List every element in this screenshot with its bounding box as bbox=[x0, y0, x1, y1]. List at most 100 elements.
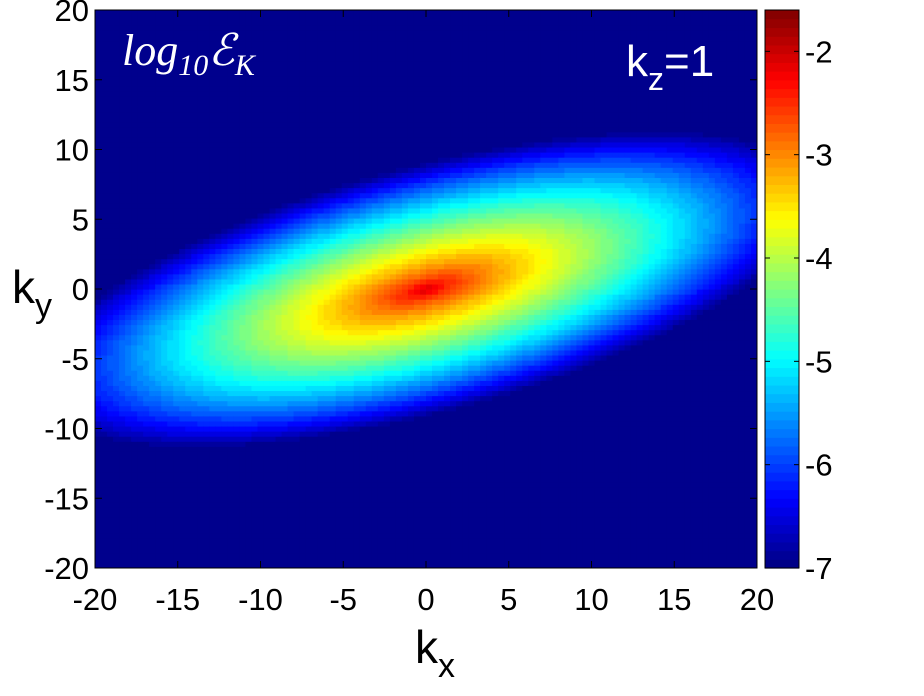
heatmap-cell bbox=[191, 496, 198, 503]
heatmap-cell bbox=[173, 486, 180, 493]
heatmap-cell bbox=[269, 542, 277, 549]
heatmap-cell bbox=[203, 146, 210, 153]
heatmap-cell bbox=[167, 461, 174, 468]
heatmap-cell bbox=[317, 410, 325, 417]
heatmap-cell bbox=[119, 370, 126, 376]
heatmap-cell bbox=[131, 207, 138, 214]
heatmap-cell bbox=[149, 380, 156, 386]
heatmap-cell bbox=[179, 60, 186, 67]
heatmap-cell bbox=[317, 223, 325, 229]
heatmap-cell bbox=[323, 425, 331, 432]
heatmap-cell bbox=[287, 162, 295, 168]
heatmap-cell bbox=[215, 70, 222, 77]
heatmap-cell bbox=[335, 223, 343, 229]
heatmap-cell bbox=[221, 486, 228, 493]
heatmap-cell bbox=[101, 380, 108, 386]
heatmap-cell bbox=[185, 258, 192, 265]
heatmap-cell bbox=[179, 157, 186, 163]
heatmap-cell bbox=[107, 431, 114, 437]
heatmap-cell bbox=[311, 152, 319, 158]
heatmap-cell bbox=[215, 562, 222, 568]
heatmap-cell bbox=[293, 20, 301, 26]
heatmap-cell bbox=[287, 35, 295, 42]
heatmap-cell bbox=[131, 344, 138, 351]
heatmap-cell bbox=[209, 456, 216, 463]
heatmap-cell bbox=[257, 141, 265, 148]
heatmap-cell bbox=[239, 425, 247, 432]
heatmap-cell bbox=[101, 187, 108, 194]
heatmap-cell bbox=[293, 228, 301, 234]
heatmap-cell bbox=[191, 60, 198, 67]
heatmap-cell bbox=[119, 187, 126, 194]
heatmap-cell bbox=[311, 329, 319, 336]
heatmap-cell bbox=[323, 344, 331, 351]
heatmap-cell bbox=[359, 532, 367, 539]
heatmap-cell bbox=[95, 395, 102, 402]
heatmap-cell bbox=[233, 461, 241, 468]
heatmap-cell bbox=[281, 425, 289, 432]
heatmap-cell bbox=[233, 496, 241, 503]
heatmap-cell bbox=[143, 111, 150, 118]
heatmap-cell bbox=[275, 86, 283, 92]
heatmap-cell bbox=[251, 410, 259, 417]
heatmap-cell bbox=[245, 334, 253, 341]
heatmap-cell bbox=[155, 278, 162, 285]
heatmap-cell bbox=[185, 395, 192, 402]
heatmap-cell bbox=[263, 30, 271, 36]
heatmap-cell bbox=[347, 344, 355, 351]
heatmap-cell bbox=[119, 456, 126, 463]
heatmap-cell bbox=[179, 111, 186, 118]
heatmap-cell bbox=[197, 324, 204, 331]
heatmap-cell bbox=[125, 35, 132, 42]
heatmap-cell bbox=[275, 420, 283, 427]
heatmap-cell bbox=[359, 441, 367, 447]
heatmap-cell bbox=[305, 552, 313, 559]
heatmap-cell bbox=[197, 278, 204, 285]
heatmap-cell bbox=[245, 157, 253, 163]
heatmap-cell bbox=[359, 65, 367, 72]
heatmap-cell bbox=[335, 405, 343, 412]
heatmap-cell bbox=[137, 131, 144, 138]
heatmap-cell bbox=[95, 517, 102, 523]
heatmap-cell bbox=[119, 157, 126, 163]
heatmap-cell bbox=[281, 86, 289, 92]
heatmap-cell bbox=[209, 65, 216, 72]
heatmap-cell bbox=[209, 223, 216, 229]
heatmap-cell bbox=[125, 162, 132, 168]
heatmap-cell bbox=[101, 532, 108, 539]
heatmap-cell bbox=[107, 354, 114, 361]
heatmap-cell bbox=[101, 360, 108, 366]
heatmap-cell bbox=[143, 141, 150, 148]
heatmap-cell bbox=[269, 268, 277, 275]
heatmap-cell bbox=[191, 106, 198, 113]
heatmap-cell bbox=[269, 294, 277, 300]
heatmap-cell bbox=[143, 370, 150, 376]
heatmap-cell bbox=[131, 55, 138, 62]
heatmap-cell bbox=[239, 542, 247, 549]
heatmap-cell bbox=[293, 30, 301, 36]
heatmap-cell bbox=[239, 339, 247, 346]
heatmap-cell bbox=[149, 202, 156, 209]
heatmap-cell bbox=[281, 136, 289, 143]
heatmap-cell bbox=[329, 86, 337, 92]
heatmap-cell bbox=[347, 25, 355, 31]
heatmap-cell bbox=[341, 309, 349, 315]
heatmap-cell bbox=[203, 451, 210, 457]
heatmap-cell bbox=[299, 431, 307, 437]
heatmap-cell bbox=[143, 91, 150, 97]
heatmap-cell bbox=[227, 81, 235, 87]
heatmap-cell bbox=[251, 339, 259, 346]
heatmap-cell bbox=[305, 15, 313, 21]
heatmap-cell bbox=[209, 481, 216, 488]
heatmap-cell bbox=[263, 243, 271, 250]
heatmap-cell bbox=[227, 425, 235, 432]
heatmap-cell bbox=[299, 50, 307, 57]
heatmap-cell bbox=[131, 466, 138, 473]
heatmap-cell bbox=[359, 217, 367, 224]
heatmap-cell bbox=[227, 70, 235, 77]
heatmap-cell bbox=[311, 349, 319, 356]
heatmap-cell bbox=[263, 471, 271, 478]
heatmap-cell bbox=[287, 278, 295, 285]
heatmap-cell bbox=[233, 106, 241, 113]
heatmap-cell bbox=[329, 263, 337, 270]
